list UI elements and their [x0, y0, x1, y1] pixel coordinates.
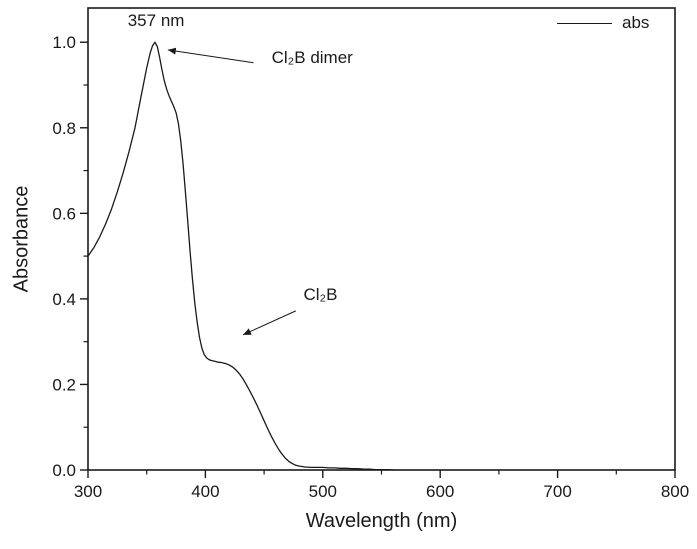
x-tick-label: 400	[191, 482, 219, 501]
legend-line-sample	[557, 22, 612, 24]
x-tick-label: 600	[426, 482, 454, 501]
x-tick-label: 800	[661, 482, 689, 501]
y-tick-label: 0.2	[52, 375, 76, 394]
annotation-arrow	[167, 47, 254, 64]
y-tick-label: 0.6	[52, 204, 76, 223]
x-tick-label: 700	[543, 482, 571, 501]
annotation-monomer-label: Cl₂B	[303, 285, 338, 305]
y-tick-label: 1.0	[52, 33, 76, 52]
spectrum-line	[87, 41, 394, 471]
annotation-arrow	[242, 310, 297, 336]
legend-entry-label: abs	[622, 13, 650, 32]
legend: abs	[557, 13, 649, 33]
y-tick-label: 0.4	[52, 290, 76, 309]
annotation-peak-wavelength: 357 nm	[127, 10, 185, 30]
y-axis-label: Absorbance	[10, 185, 33, 293]
x-axis-label: Wavelength (nm)	[305, 510, 458, 532]
axis-frame	[87, 7, 676, 471]
x-tick-label: 500	[309, 482, 337, 501]
y-tick-label: 0.8	[52, 119, 76, 138]
y-tick-label: 0.0	[52, 461, 76, 480]
annotation-dimer-label: Cl₂B dimer	[271, 48, 353, 68]
x-tick-label: 300	[74, 482, 102, 501]
